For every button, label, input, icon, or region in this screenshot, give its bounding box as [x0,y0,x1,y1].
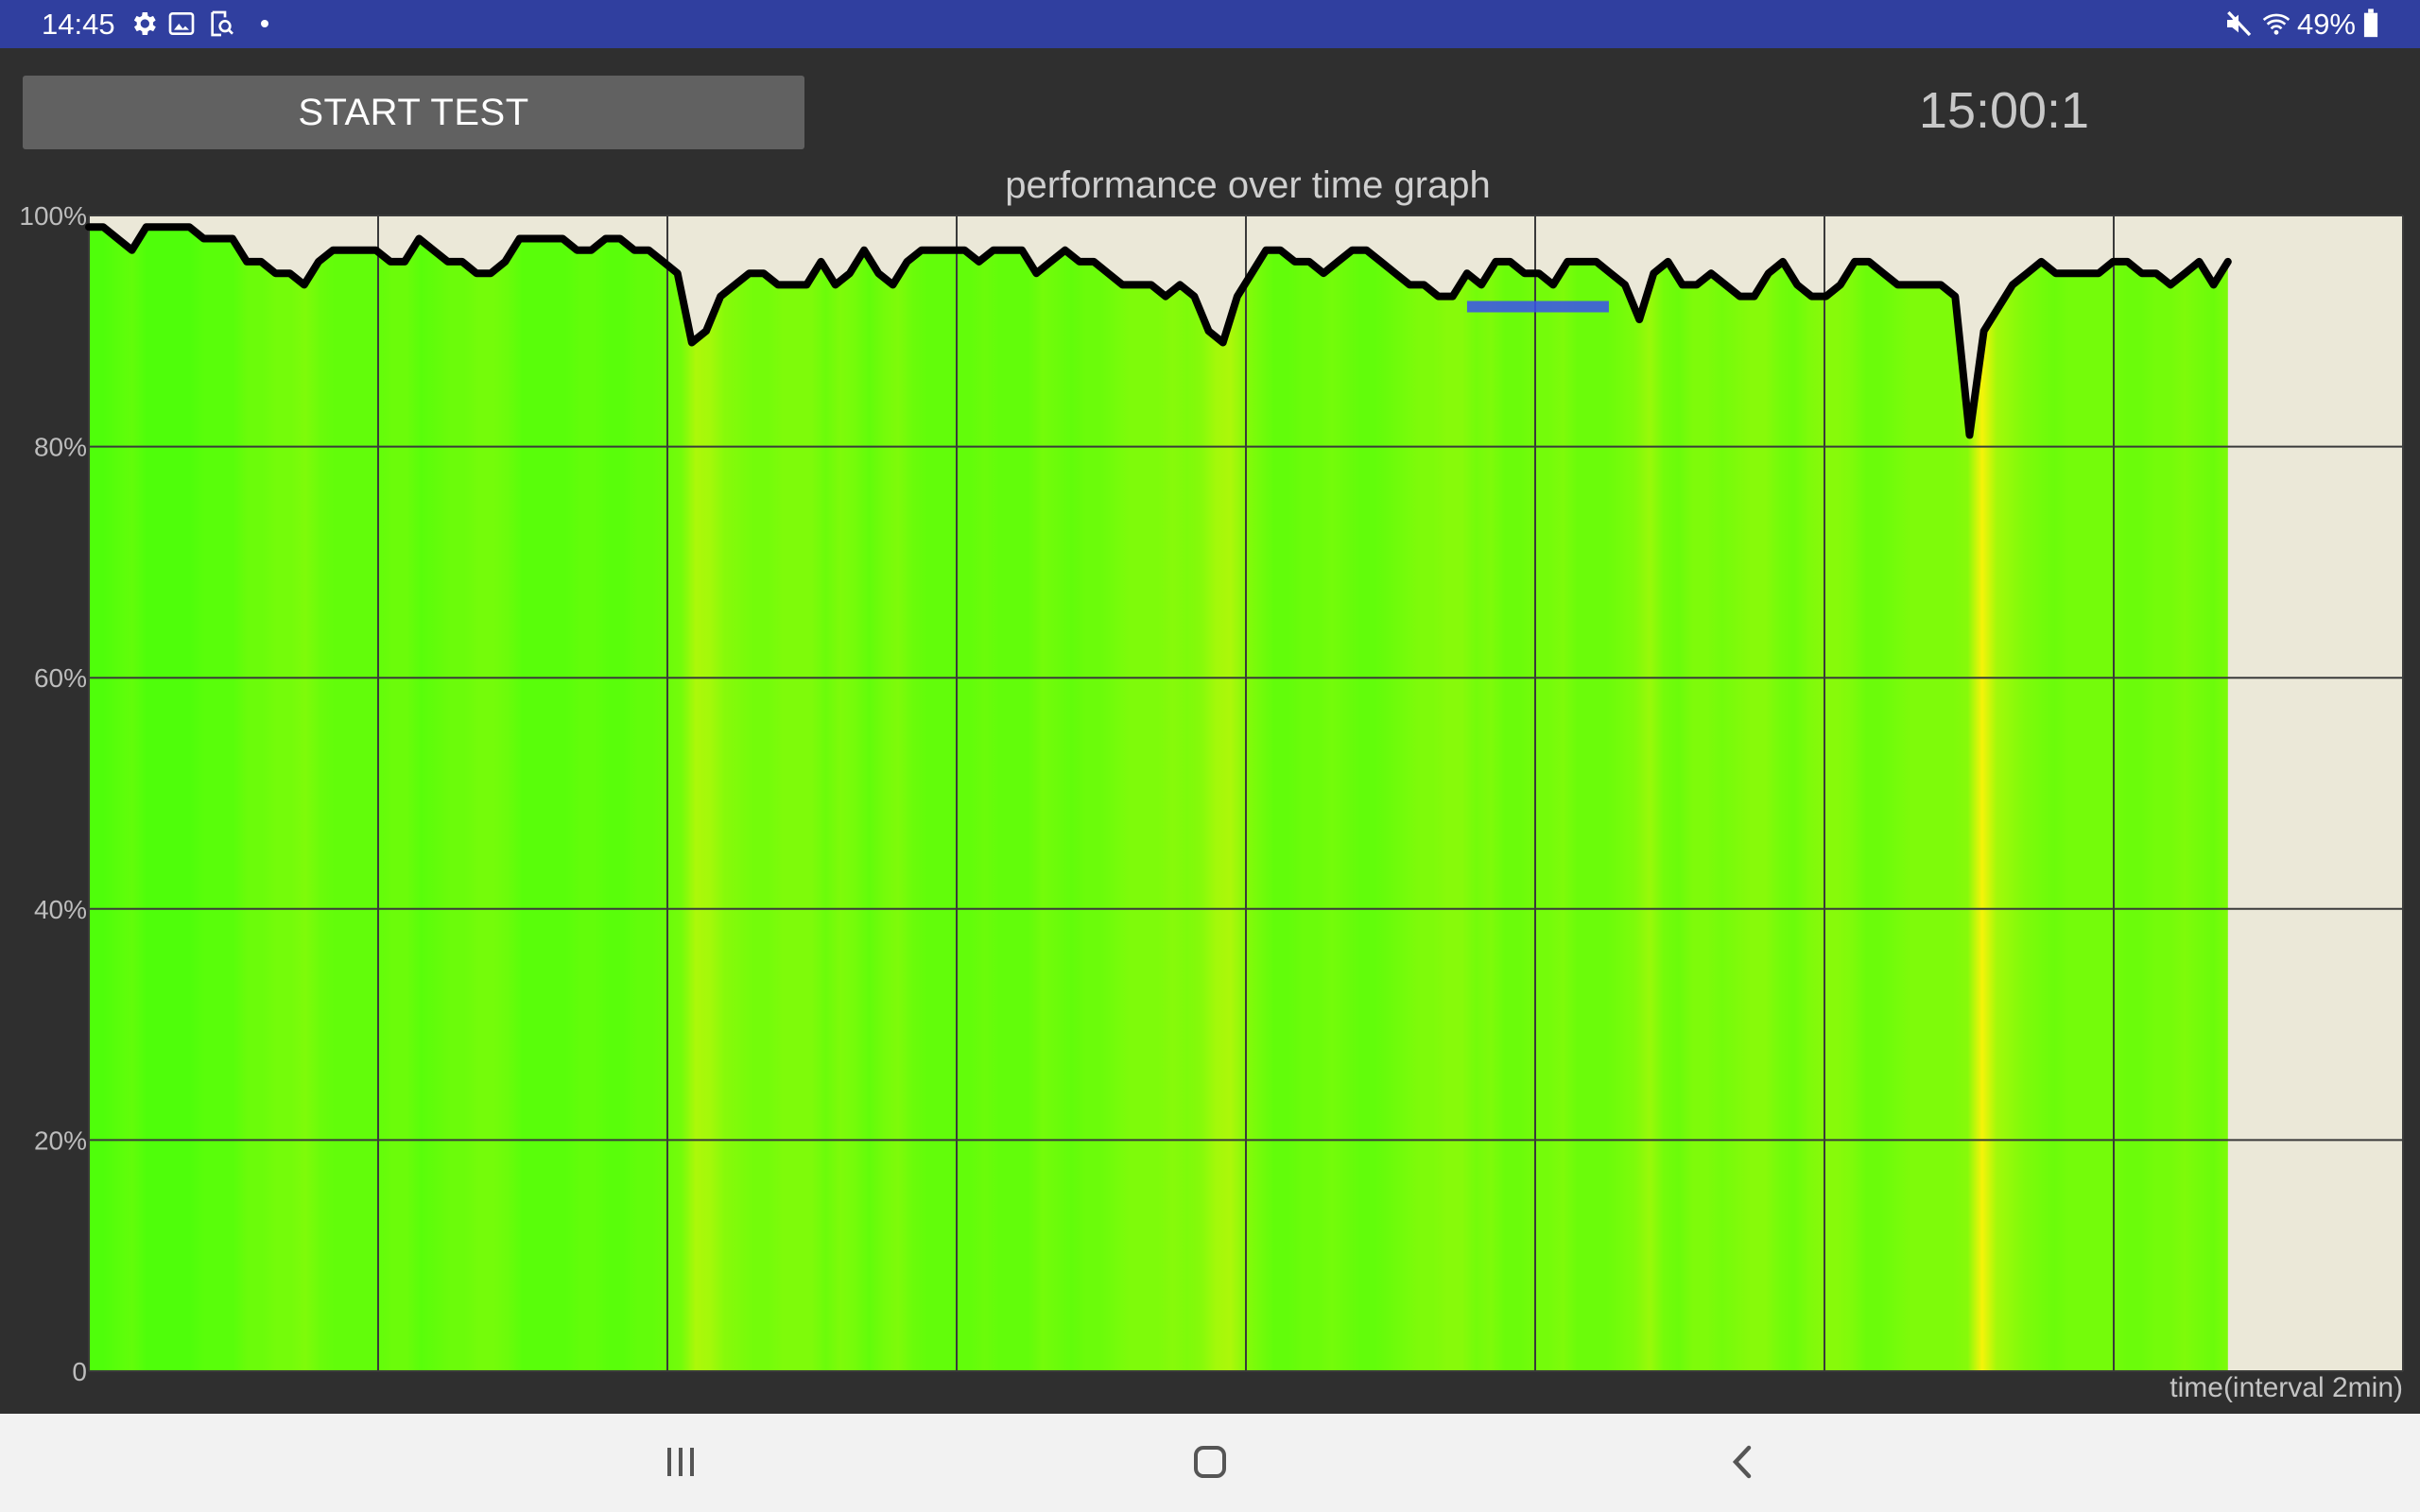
dot-icon [261,20,268,27]
performance-chart: 0 20% 40% 60% 80% 100% [19,201,2404,1386]
status-time: 14:45 [42,8,115,41]
status-bar: 14:45 49% [0,0,2420,48]
chart-title: performance over time graph [1005,164,1491,206]
battery-percent: 49% [2296,8,2356,41]
battery-icon [2363,9,2378,38]
start-test-button[interactable]: START TEST [23,76,804,149]
test-timer: 15:00:1 [1918,82,2090,139]
y-tick-label: 40% [34,895,87,924]
x-axis-label: time(interval 2min) [2169,1372,2403,1403]
y-tick-label: 80% [34,433,87,462]
y-tick-label: 60% [34,663,87,693]
y-tick-label: 100% [19,201,87,231]
wifi-icon [2262,13,2290,35]
current-marker [1466,301,1609,313]
y-tick-label: 20% [34,1125,87,1155]
gear-icon [133,12,156,35]
y-axis-ticks: 0 20% 40% 60% 80% 100% [19,201,87,1386]
screen-search-icon [211,10,233,37]
navigation-bar [0,1414,2420,1512]
performance-fill [89,227,2228,1372]
home-icon[interactable] [1163,1435,1257,1491]
back-icon[interactable] [1694,1435,1789,1491]
performance-line [85,223,2232,439]
recents-icon[interactable] [633,1435,728,1491]
mute-icon [2227,10,2252,37]
image-icon [168,12,195,35]
y-tick-label: 0 [72,1357,87,1386]
grid-lines [88,215,2404,1372]
